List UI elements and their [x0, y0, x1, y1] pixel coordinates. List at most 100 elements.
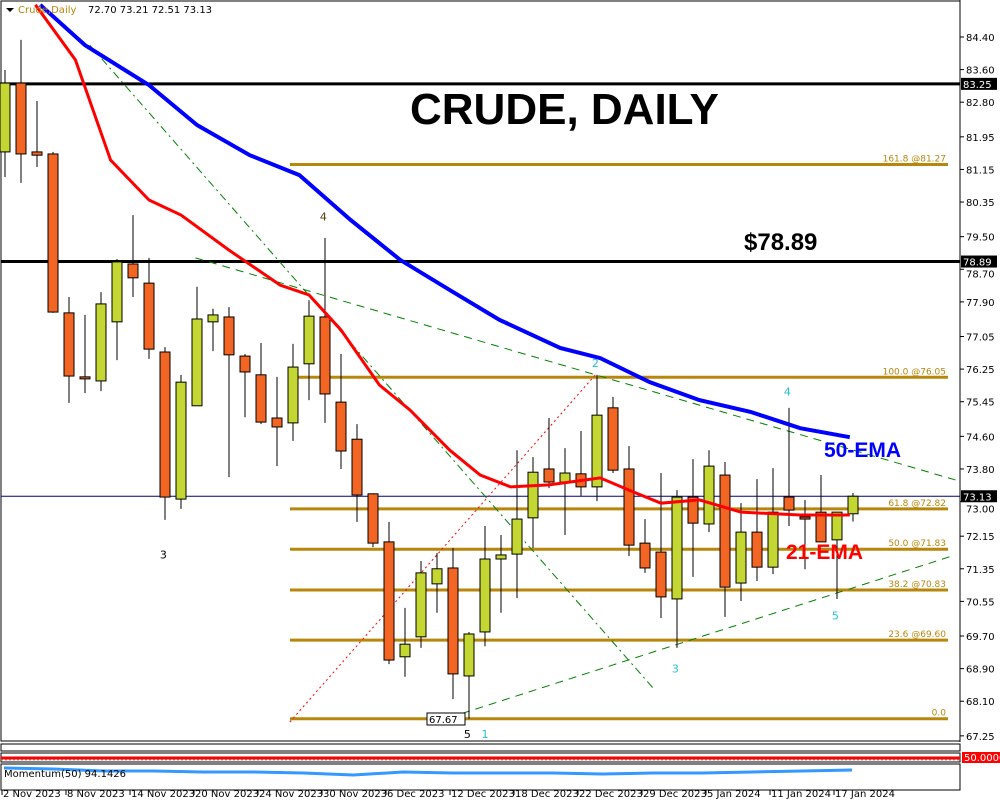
- wave-label: 2: [592, 357, 599, 370]
- trendlines: [89, 44, 956, 723]
- bearish-candle: [639, 519, 651, 573]
- trendline: [195, 257, 956, 481]
- candles: [0, 39, 859, 719]
- bearish-candle: [31, 100, 43, 167]
- bullish-candle: [207, 308, 219, 352]
- ema21-label: 21-EMA: [786, 541, 863, 564]
- candle-body: [255, 374, 267, 423]
- price-tick-label: 80.35: [966, 198, 995, 209]
- candle-body: [607, 407, 619, 471]
- bullish-candle: [303, 300, 315, 401]
- candle-body: [399, 643, 411, 658]
- candle-body: [799, 516, 811, 520]
- bearish-candle: [255, 343, 267, 425]
- level-tag: [961, 77, 997, 90]
- candle-body: [815, 511, 827, 543]
- bullish-candle: [479, 525, 491, 647]
- price-tick-label: 73.00: [966, 504, 995, 515]
- time-tick-label: 22 Dec 2023: [579, 789, 643, 800]
- bearish-candle: [127, 215, 139, 297]
- candle-body: [495, 554, 507, 560]
- wave-label: 4: [784, 386, 791, 399]
- price-tick-label: 74.60: [966, 432, 995, 443]
- price-tick-label: 84.40: [966, 33, 995, 44]
- candle-body: [143, 282, 155, 350]
- time-tick-label: 30 Nov 2023: [323, 789, 387, 800]
- bullish-candle: [0, 70, 11, 178]
- price-tick-label: 76.25: [966, 365, 995, 376]
- bearish-candle: [159, 347, 171, 520]
- candle-body: [751, 531, 763, 568]
- level-tag: [961, 255, 997, 268]
- candle-body: [623, 468, 635, 546]
- candle-body: [159, 351, 171, 498]
- bearish-candle: [799, 499, 811, 570]
- bullish-candle: [735, 503, 747, 601]
- level-tag-label: 83.25: [963, 80, 992, 91]
- time-tick-label: 17 Jan 2024: [835, 789, 895, 800]
- bullish-candle: [527, 457, 539, 549]
- candle-body: [447, 567, 459, 675]
- candle-body: [63, 312, 75, 377]
- bullish-candle: [431, 552, 443, 613]
- bullish-candle: [831, 511, 843, 599]
- candle-body: [223, 316, 235, 356]
- wave-label: 1: [482, 728, 489, 741]
- bearish-candle: [623, 446, 635, 557]
- candle-body: [15, 82, 27, 155]
- momentum-line: [3, 766, 853, 777]
- bullish-candle: [847, 492, 859, 522]
- price-tick-label: 67.25: [966, 732, 995, 743]
- momentum-panel: [0, 763, 961, 791]
- fib-level-label: 161.8 @81.27: [883, 155, 946, 165]
- candle-body: [0, 82, 11, 153]
- candle-body: [767, 511, 779, 568]
- candle-body: [463, 633, 475, 677]
- wave-label: 5: [832, 610, 839, 623]
- bearish-candle: [687, 459, 699, 577]
- price-tick-label: 68.90: [966, 665, 995, 676]
- time-tick-label: 8 Nov 2023: [67, 789, 125, 800]
- low-price-label: 67.67: [429, 715, 458, 726]
- level-tag-label: 78.89: [963, 258, 992, 269]
- bearish-candle: [655, 473, 667, 619]
- price-tick-label: 72.15: [966, 532, 995, 543]
- time-axis: 2 Nov 2023 8 Nov 2023 14 Nov 2023 20 Nov 20…: [1, 789, 895, 800]
- price-tick-label: 78.70: [966, 270, 995, 281]
- candle-body: [671, 496, 683, 600]
- price-tick-label: 69.70: [966, 632, 995, 643]
- low-price-box: [426, 712, 466, 726]
- bearish-candle: [751, 479, 763, 582]
- bearish-candle: [79, 314, 91, 394]
- time-tick-label: 20 Nov 2023: [195, 789, 259, 800]
- fib-level-label: 50.0 @71.83: [888, 539, 946, 549]
- bearish-candle: [239, 354, 251, 418]
- candle-body: [719, 474, 731, 588]
- candle-body: [511, 518, 523, 555]
- candle-body: [335, 401, 347, 452]
- chart-ohlc: 72.70 73.21 72.51 73.13: [88, 5, 212, 16]
- empty-indicator-panel: [0, 743, 961, 752]
- candle-body: [191, 318, 203, 407]
- price-tick-label: 81.15: [966, 165, 995, 176]
- price-tick-label: 81.95: [966, 133, 995, 144]
- ema50-line: [38, 3, 851, 440]
- candle-body: [703, 465, 715, 525]
- ema21-line: [34, 3, 850, 517]
- dropdown-triangle-icon[interactable]: [6, 8, 14, 12]
- bullish-candle: [175, 374, 187, 509]
- time-tick-label: 14 Nov 2023: [131, 789, 195, 800]
- chart-symbol: Crude,Daily: [18, 5, 76, 16]
- bullish-candle: [591, 374, 603, 502]
- candle-body: [175, 381, 187, 500]
- bearish-candle: [223, 307, 235, 478]
- bullish-candle: [95, 292, 107, 392]
- price-tick-label: 77.05: [966, 333, 995, 344]
- trendline: [435, 554, 956, 723]
- time-tick-label: 24 Nov 2023: [259, 789, 323, 800]
- trendline: [89, 44, 655, 691]
- bearish-candle: [63, 296, 75, 403]
- bearish-candle: [367, 493, 379, 548]
- candle-body: [271, 417, 283, 428]
- bearish-candle: [271, 376, 283, 467]
